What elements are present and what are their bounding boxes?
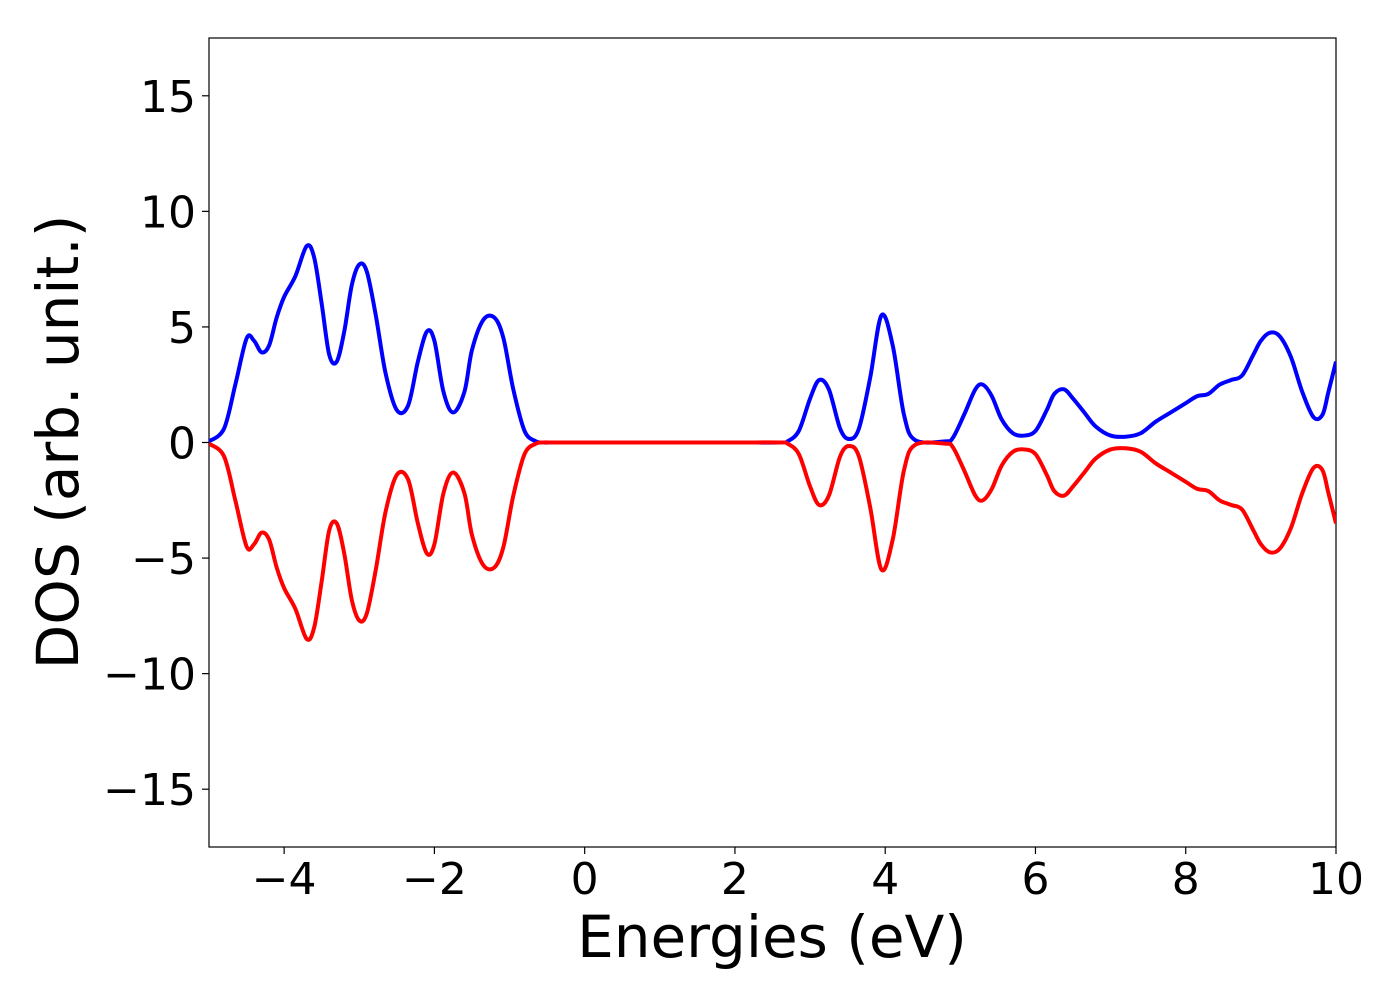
y-tick-label: 0 xyxy=(168,419,196,470)
y-axis: −15 −10 −5 0 5 10 15 xyxy=(103,72,209,816)
x-tick-label: 6 xyxy=(1021,854,1049,905)
x-axis-label: Energies (eV) xyxy=(577,903,967,971)
y-tick-label: −15 xyxy=(103,765,196,816)
series-layer xyxy=(209,245,1336,640)
x-tick-label: 8 xyxy=(1172,854,1200,905)
y-tick-label: −10 xyxy=(103,650,196,701)
x-tick-label: 2 xyxy=(721,854,749,905)
x-axis: −4 −2 0 2 4 6 8 10 xyxy=(252,847,1364,905)
x-tick-label: −2 xyxy=(402,854,467,905)
y-tick-label: 15 xyxy=(140,72,196,123)
y-tick-label: 10 xyxy=(140,187,196,238)
y-axis-label: DOS (arb. unit.) xyxy=(24,215,92,670)
series-line-2 xyxy=(209,442,1336,640)
x-tick-label: 4 xyxy=(871,854,899,905)
x-tick-label: 0 xyxy=(571,854,599,905)
x-tick-label: 10 xyxy=(1308,854,1364,905)
dos-chart: −4 −2 0 2 4 6 8 10 −15 −10 −5 0 5 10 15 Energies (eV)… xyxy=(0,0,1400,1000)
y-tick-label: 5 xyxy=(168,303,196,354)
x-tick-label: −4 xyxy=(252,854,317,905)
y-tick-label: −5 xyxy=(131,534,196,585)
series-line-1 xyxy=(209,245,1336,443)
